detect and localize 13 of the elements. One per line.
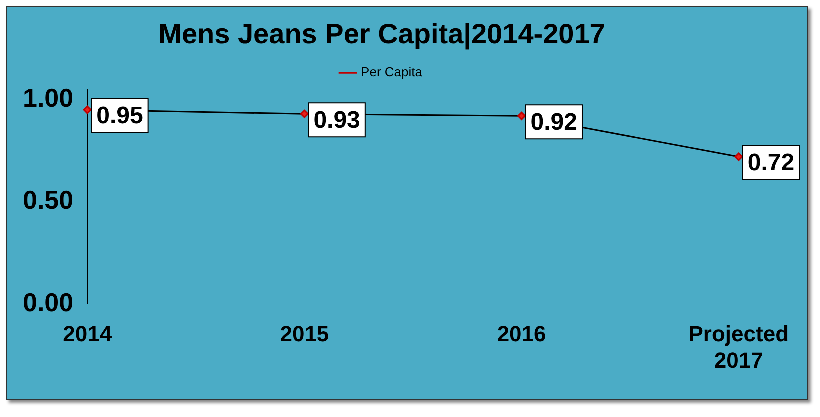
data-label: 0.95 bbox=[96, 102, 144, 130]
y-tick-label: 0.50 bbox=[22, 185, 74, 216]
x-tick-label: 2015 bbox=[280, 321, 330, 346]
y-tick-label: 0.00 bbox=[22, 287, 74, 318]
legend-label: Per Capita bbox=[361, 64, 424, 80]
data-label: 0.93 bbox=[314, 106, 360, 134]
x-tick-label: Projected 2017 bbox=[688, 321, 790, 373]
x-tick-label: 2016 bbox=[497, 321, 546, 346]
x-tick-label: 2014 bbox=[63, 321, 113, 346]
data-label: 0.92 bbox=[530, 108, 578, 136]
chart-title: Mens Jeans Per Capita|2014-2017 bbox=[158, 18, 606, 51]
data-label: 0.72 bbox=[748, 150, 795, 177]
y-tick-label: 1.00 bbox=[22, 82, 74, 113]
